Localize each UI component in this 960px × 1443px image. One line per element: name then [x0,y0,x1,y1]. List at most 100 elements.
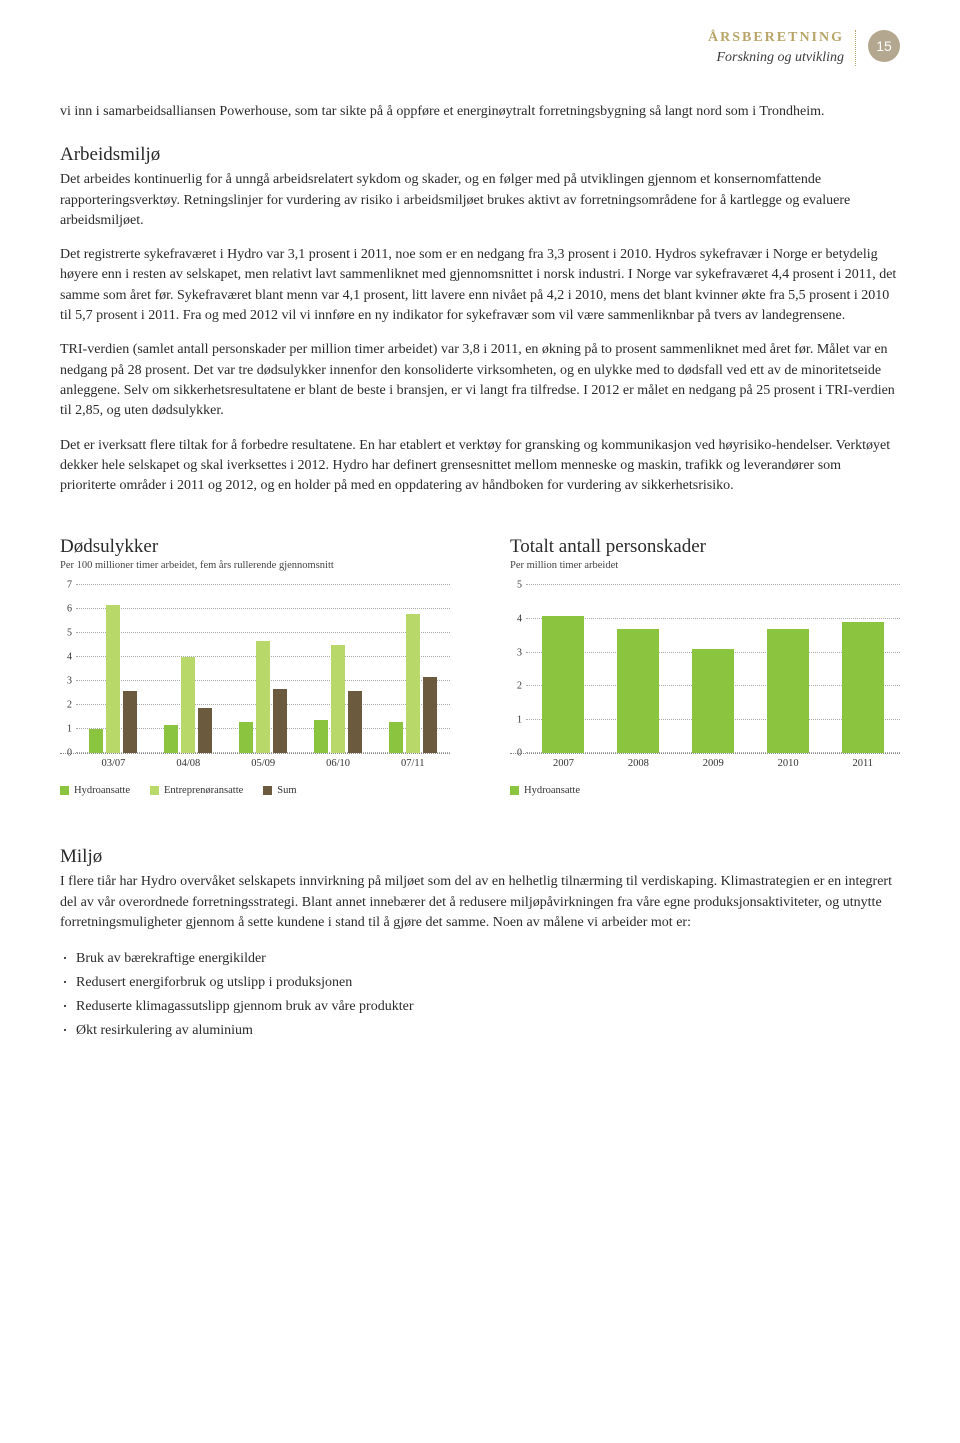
x-tick-label: 06/10 [326,758,350,769]
y-tick-label: 7 [60,580,72,591]
chart-right-legend: Hydroansatte [510,785,900,796]
legend-swatch [150,786,159,795]
bars-container [76,585,450,753]
bar [423,677,437,754]
x-tick-label: 04/08 [176,758,200,769]
bar-group [239,641,287,754]
bar [198,708,212,754]
y-tick-label: 2 [60,700,72,711]
bar [542,616,584,754]
x-tick-label: 2008 [628,758,649,769]
miljo-p1: I flere tiår har Hydro overvåket selskap… [60,872,900,933]
bar [331,645,345,753]
y-tick-label: 2 [510,681,522,692]
y-tick-label: 4 [60,652,72,663]
bullet-item: Økt resirkulering av aluminium [60,1019,900,1043]
page-header: ÅRSBERETNING Forskning og utvikling 15 [60,30,900,66]
bar-group [767,629,809,753]
bar [767,629,809,753]
header-text-block: ÅRSBERETNING Forskning og utvikling [708,30,854,66]
chart-personskader: Totalt antall personskader Per million t… [510,536,900,796]
y-tick-label: 3 [510,647,522,658]
y-tick-label: 4 [510,614,522,625]
bar [164,725,178,754]
chart-right-xlabels: 2007 2008 2009 2010 2011 [526,754,900,769]
chart-left-subtitle: Per 100 millioner timer arbeidet, fem år… [60,560,450,571]
bar-group [842,622,884,753]
intro-continuation: vi inn i samarbeidsalliansen Powerhouse,… [60,102,900,122]
bar-group [692,649,734,753]
x-tick-label: 05/09 [251,758,275,769]
bar [389,722,403,753]
bar [123,691,137,753]
charts-row: Dødsulykker Per 100 millioner timer arbe… [60,536,900,796]
legend-label: Hydroansatte [524,785,580,796]
heading-arbeidsmiljo: Arbeidsmiljø [60,144,900,166]
bars-container [526,585,900,753]
legend-item: Hydroansatte [60,785,130,796]
bar-group [314,645,362,753]
chart-right-title: Totalt antall personskader [510,536,900,558]
page-number-badge: 15 [868,30,900,62]
bar [348,691,362,753]
page: ÅRSBERETNING Forskning og utvikling 15 v… [0,0,960,1093]
legend-swatch [510,786,519,795]
miljo-bullet-list: Bruk av bærekraftige energikilderReduser… [60,947,900,1042]
bar [617,629,659,753]
legend-item: Sum [263,785,296,796]
legend-swatch [263,786,272,795]
bullet-item: Bruk av bærekraftige energikilder [60,947,900,971]
heading-miljo: Miljø [60,846,900,868]
bullet-item: Reduserte klimagassutslipp gjennom bruk … [60,995,900,1019]
y-tick-label: 1 [60,724,72,735]
bar [89,729,103,753]
legend-item: Entreprenøransatte [150,785,243,796]
chart-left-area: 01234567 [60,585,450,754]
legend-swatch [60,786,69,795]
chart-left-title: Dødsulykker [60,536,450,558]
bar [181,657,195,753]
bar [239,722,253,753]
x-tick-label: 03/07 [101,758,125,769]
bar [273,689,287,754]
chart-right-area: 012345 [510,585,900,754]
bar-group [89,605,137,754]
y-tick-label: 1 [510,714,522,725]
bar [256,641,270,754]
x-tick-label: 2010 [778,758,799,769]
bar [842,622,884,753]
y-tick-label: 0 [60,748,72,759]
bar [314,720,328,754]
y-tick-label: 3 [60,676,72,687]
y-tick-label: 5 [510,580,522,591]
x-tick-label: 2007 [553,758,574,769]
bar [106,605,120,754]
header-subtitle: Forskning og utvikling [708,50,844,66]
arbeidsmiljo-p3: TRI-verdien (samlet antall personskader … [60,340,900,421]
y-tick-label: 0 [510,748,522,759]
bar [406,614,420,753]
legend-label: Hydroansatte [74,785,130,796]
x-tick-label: 07/11 [401,758,425,769]
x-tick-label: 2009 [703,758,724,769]
legend-label: Sum [277,785,296,796]
arbeidsmiljo-p2: Det registrerte sykefraværet i Hydro var… [60,245,900,326]
x-tick-label: 2011 [852,758,873,769]
legend-label: Entreprenøransatte [164,785,243,796]
arbeidsmiljo-p4: Det er iverksatt flere tiltak for å forb… [60,436,900,497]
chart-right-subtitle: Per million timer arbeidet [510,560,900,571]
bullet-item: Redusert energiforbruk og utslipp i prod… [60,971,900,995]
chart-left-legend: Hydroansatte Entreprenøransatte Sum [60,785,450,796]
header-divider [855,30,856,66]
bar-group [389,614,437,753]
y-tick-label: 5 [60,628,72,639]
legend-item: Hydroansatte [510,785,580,796]
bar-group [542,616,584,754]
bar-group [164,657,212,753]
bar [692,649,734,753]
chart-dodsulykker: Dødsulykker Per 100 millioner timer arbe… [60,536,450,796]
y-tick-label: 6 [60,604,72,615]
header-title: ÅRSBERETNING [708,30,844,46]
chart-left-xlabels: 03/07 04/08 05/09 06/10 07/11 [76,754,450,769]
arbeidsmiljo-p1: Det arbeides kontinuerlig for å unngå ar… [60,170,900,231]
